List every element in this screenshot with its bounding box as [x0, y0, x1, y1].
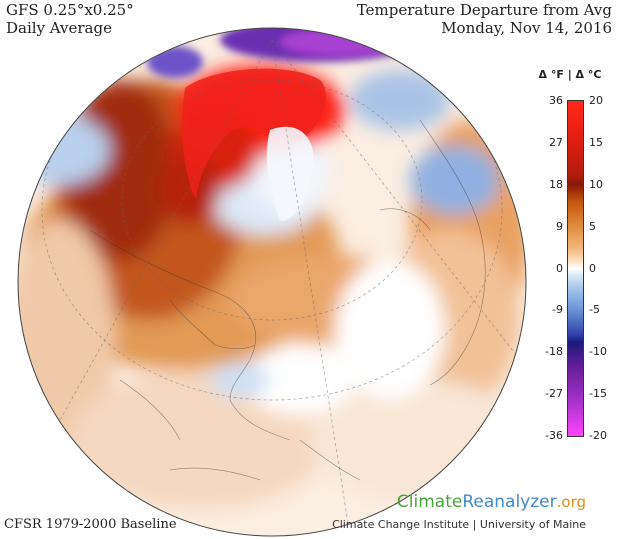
tick-fahrenheit: 9 [556, 219, 563, 233]
tick-celsius: 5 [589, 219, 596, 233]
tick-fahrenheit: -36 [545, 429, 563, 442]
tick-fahrenheit: -27 [545, 387, 563, 401]
institute-label: Climate Change Institute | University of… [332, 518, 586, 531]
color-legend: Δ °F | Δ °C [520, 68, 620, 448]
logo-part-org: .org [556, 493, 586, 511]
tick-celsius: 15 [589, 135, 603, 149]
tick-celsius: 0 [589, 261, 596, 275]
tick-fahrenheit: -18 [545, 345, 563, 359]
climate-reanalyzer-logo: ClimateReanalyzer.org [397, 492, 586, 512]
tick-celsius: 20 [589, 94, 603, 107]
warm-core [182, 68, 326, 200]
legend-title: Δ °F | Δ °C [538, 68, 602, 81]
tick-celsius: -5 [589, 303, 600, 317]
tick-celsius: 10 [589, 177, 603, 191]
anomaly-field [18, 65, 526, 510]
tick-celsius: -15 [589, 387, 607, 401]
tick-fahrenheit: 0 [556, 261, 563, 275]
color-bar [567, 100, 584, 437]
logo-part-climate: Climate [396, 492, 463, 512]
tick-celsius: -10 [589, 345, 607, 359]
tick-celsius: -20 [589, 429, 607, 442]
coastlines [89, 119, 486, 481]
tick-fahrenheit: 36 [549, 94, 563, 107]
period-label: Daily Average [6, 19, 112, 37]
baseline-label: CFSR 1979-2000 Baseline [4, 517, 177, 532]
graticule [41, 28, 521, 536]
greenland [266, 126, 314, 221]
model-label: GFS 0.25°x0.25° [6, 1, 134, 19]
tick-fahrenheit: 27 [549, 135, 563, 149]
tick-fahrenheit: 18 [549, 177, 563, 191]
globe-outline [17, 27, 527, 537]
map-date: Monday, Nov 14, 2016 [441, 19, 612, 37]
logo-part-reanalyzer: Reanalyzer [462, 492, 557, 512]
tick-fahrenheit: -9 [552, 303, 563, 317]
map-title: Temperature Departure from Avg [356, 1, 612, 19]
